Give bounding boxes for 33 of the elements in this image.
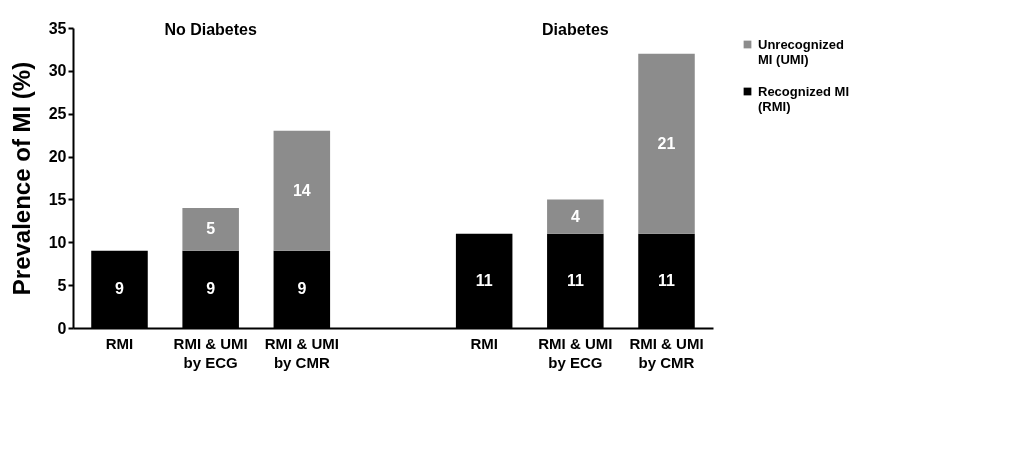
data-label: 11 [566,271,584,289]
y-tick-label: 5 [57,276,67,294]
y-axis-title: Prevalence of MI (%) [7,61,35,296]
y-tick-label: 35 [48,19,67,37]
y-tick-label: 30 [48,62,67,80]
y-tick-label: 10 [48,233,67,251]
data-label: 11 [475,271,493,289]
annotation: No Diabetes [164,21,257,38]
y-tick-label: 0 [57,319,67,337]
x-tick-label: RMI & UMI by ECG [173,334,248,371]
data-label: 5 [206,220,216,238]
data-label: 14 [292,181,311,199]
bar [638,53,695,234]
x-tick-label: RMI & UMI by ECG [538,334,613,371]
bar [547,199,604,234]
legend-label: Unrecognized MI (UMI) [758,36,845,67]
legend-label: Recognized MI (RMI) [758,83,850,114]
y-tick-label: 15 [48,190,67,208]
x-tick-label: RMI [105,334,134,352]
y-tick-label: 20 [48,148,67,166]
data-label: 11 [658,271,676,289]
x-tick-label: RMI & UMI by CMR [629,334,704,371]
annotation: Diabetes [541,21,609,38]
y-tick-label: 25 [48,105,67,123]
bar [273,130,331,251]
data-label: 21 [657,134,676,152]
data-label: 9 [297,280,307,298]
bar [182,208,239,251]
data-label: 9 [115,280,125,298]
x-tick-label: RMI & UMI by CMR [264,334,339,371]
data-label: 4 [570,207,580,225]
x-tick-label: RMI [470,334,498,352]
data-label: 9 [206,280,216,298]
